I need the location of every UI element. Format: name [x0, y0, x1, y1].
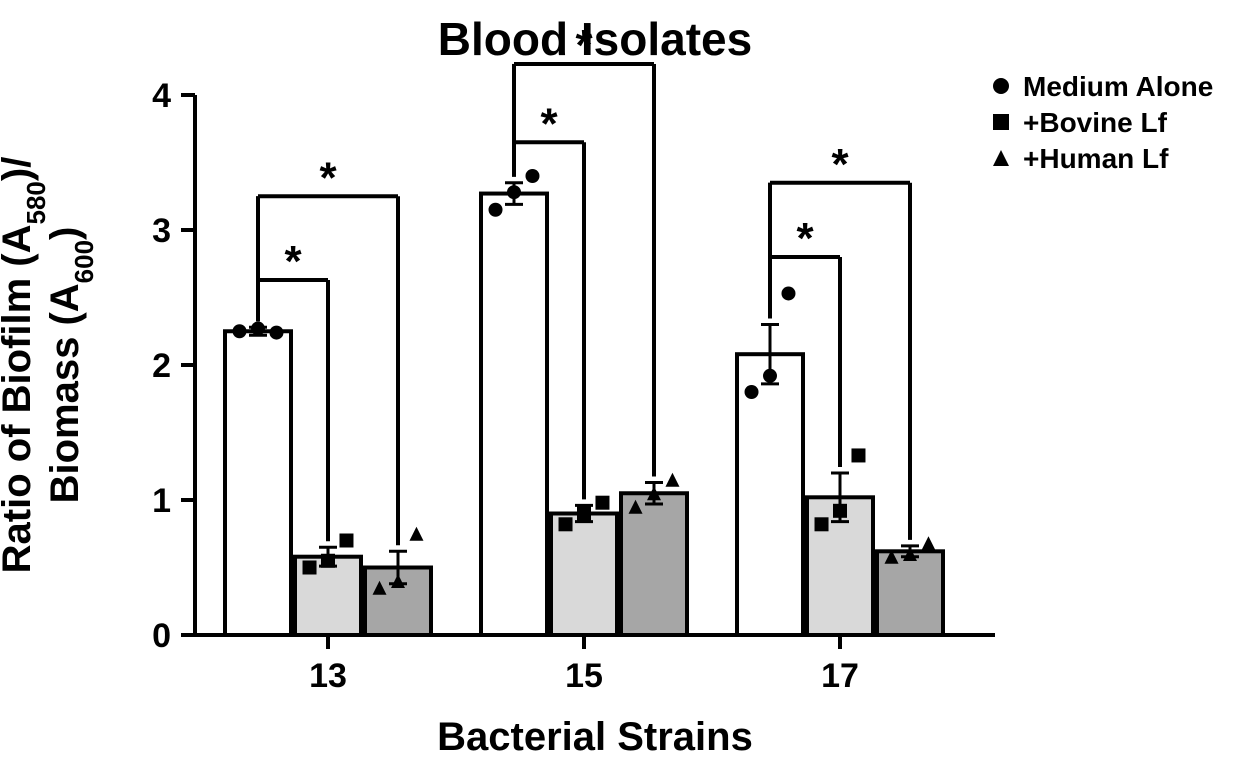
chart-title: Blood Isolates [438, 13, 752, 65]
data-point-square [993, 114, 1009, 130]
data-point-circle [781, 286, 795, 300]
sig-star: * [831, 140, 849, 189]
sig-star: * [796, 214, 814, 263]
chart-svg: Blood Isolates Ratio of Biofilm (A580)/Bi… [0, 0, 1253, 771]
data-point-square [577, 507, 591, 521]
sig-star: * [319, 153, 337, 202]
data-point-square [339, 534, 353, 548]
bar [551, 514, 617, 636]
x-axis-label: Bacterial Strains [437, 715, 753, 759]
legend-label: +Human Lf [1023, 143, 1169, 174]
data-point-circle [269, 326, 283, 340]
x-tick-label: 17 [821, 657, 859, 695]
data-point-circle [251, 322, 265, 336]
data-point-square [815, 517, 829, 531]
y-tick-label: 3 [152, 212, 171, 250]
x-tick-label: 15 [565, 657, 603, 695]
data-point-square [559, 517, 573, 531]
legend-label: +Bovine Lf [1023, 107, 1168, 138]
data-point-circle [233, 324, 247, 338]
data-point-circle [525, 169, 539, 183]
data-point-triangle [409, 527, 423, 541]
y-axis-label: Ratio of Biofilm (A580)/Biomass (A600) [0, 157, 99, 574]
data-point-triangle [665, 473, 679, 487]
sig-star: * [284, 237, 302, 286]
data-point-square [851, 448, 865, 462]
svg-text:Ratio of Biofilm (A580)/Biomas: Ratio of Biofilm (A580)/Biomass (A600) [0, 157, 99, 574]
bar [225, 331, 291, 635]
data-point-square [833, 504, 847, 518]
data-point-triangle [993, 150, 1009, 166]
y-tick-label: 0 [152, 617, 171, 655]
bar [877, 551, 943, 635]
data-point-circle [507, 185, 521, 199]
bar [481, 194, 547, 635]
data-point-circle [763, 369, 777, 383]
sig-star: * [575, 21, 593, 70]
data-point-circle [745, 385, 759, 399]
data-point-square [595, 496, 609, 510]
bar [621, 493, 687, 635]
data-point-square [321, 554, 335, 568]
y-tick-label: 2 [152, 347, 171, 385]
data-point-circle [489, 203, 503, 217]
legend-label: Medium Alone [1023, 71, 1213, 102]
chart-container: Blood Isolates Ratio of Biofilm (A580)/Bi… [0, 0, 1253, 771]
x-tick-label: 13 [309, 657, 347, 695]
data-point-circle [993, 78, 1009, 94]
data-point-triangle [921, 536, 935, 550]
y-tick-label: 1 [152, 482, 171, 520]
data-point-square [303, 561, 317, 575]
sig-star: * [540, 99, 558, 148]
y-tick-label: 4 [152, 77, 171, 115]
